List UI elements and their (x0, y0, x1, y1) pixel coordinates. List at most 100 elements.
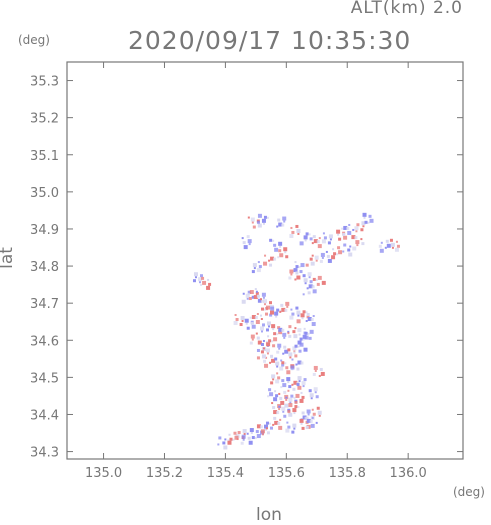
echo-cell (292, 387, 296, 391)
y-tick-label: 34.4 (30, 408, 59, 423)
echo-cell (343, 225, 348, 230)
echo-cell (271, 402, 274, 405)
echo-cell (274, 357, 278, 361)
echo-cell (348, 252, 353, 257)
echo-cell (310, 423, 315, 428)
echo-cell (260, 350, 264, 354)
echo-cell (305, 232, 309, 236)
echo-cell (262, 296, 265, 299)
echo-cell (265, 428, 267, 431)
echo-cell (293, 350, 296, 353)
echo-cell (239, 323, 243, 327)
echo-cell (296, 367, 300, 371)
datetime-title: 2020/09/17 10:35:30 (128, 26, 412, 55)
echo-cell (308, 336, 312, 340)
echo-cell (368, 214, 372, 218)
echo-cell (299, 270, 303, 274)
echo-cell (257, 223, 262, 228)
echo-cell (313, 239, 318, 244)
echo-cell (268, 259, 271, 262)
echo-cell (298, 266, 301, 269)
echo-cell (240, 441, 244, 445)
echo-cell (310, 261, 315, 266)
echo-cell (250, 334, 255, 339)
echo-cell (313, 365, 318, 370)
y-tick-label: 34.5 (30, 371, 59, 386)
echo-cell (287, 348, 291, 352)
echo-cell (265, 356, 268, 359)
echo-cell (300, 422, 303, 425)
echo-cell (276, 333, 279, 336)
echo-cell (247, 290, 251, 294)
echo-cell (255, 332, 258, 335)
echo-cell (293, 334, 298, 339)
echo-cell (291, 358, 294, 361)
echo-cell (297, 232, 300, 235)
echo-cell (270, 354, 274, 358)
echo-cell (247, 216, 250, 219)
axis-ticks: 135.0 135.2 135.4 135.6 135.8 136.0 34.3 34.4 34… (30, 62, 463, 481)
echo-cell (291, 430, 295, 434)
echo-cell (347, 248, 351, 252)
echo-cell (289, 315, 294, 320)
echo-cell (354, 236, 358, 240)
echo-cell (277, 218, 281, 222)
echo-cell (378, 244, 382, 248)
echo-cell (278, 330, 283, 335)
echo-cell (256, 434, 261, 439)
echo-cell (285, 301, 290, 306)
echo-cell (281, 223, 285, 227)
echo-cell (298, 333, 301, 336)
echo-cell (338, 237, 342, 241)
echo-cell (268, 388, 272, 392)
echo-cell (224, 438, 227, 441)
echo-cell (272, 344, 276, 348)
echo-cell (296, 310, 301, 315)
echo-cell (252, 263, 257, 268)
echo-cell (317, 244, 322, 249)
echo-cell (257, 340, 262, 345)
echo-cell (386, 243, 391, 248)
echo-cell (305, 425, 309, 429)
echo-cell (288, 385, 292, 389)
echo-cell (284, 308, 288, 312)
echo-cell (297, 360, 302, 365)
echo-cell (352, 228, 355, 231)
echo-cell (269, 301, 272, 305)
echo-cell (293, 412, 296, 415)
echo-cell (290, 394, 294, 398)
echo-cell (264, 254, 267, 257)
echo-cell (336, 253, 339, 256)
echo-cell (309, 393, 314, 398)
echo-cell (251, 270, 255, 274)
echo-cell (294, 327, 297, 330)
echo-cell (379, 248, 384, 253)
echo-cell (320, 252, 325, 257)
echo-cell (303, 378, 307, 382)
echo-cell (306, 418, 311, 423)
echo-cell (248, 297, 252, 301)
echo-cell (299, 337, 303, 341)
y-tick-label: 34.8 (30, 260, 59, 275)
echo-cell (232, 438, 235, 441)
echo-cell (276, 350, 280, 354)
altitude-label: ALT(km) 2.0 (350, 0, 463, 18)
echo-cell (308, 276, 311, 279)
echo-cell (243, 433, 246, 436)
echo-cell (362, 225, 365, 228)
echo-cell (282, 216, 287, 221)
echo-cell (277, 421, 281, 425)
echo-cell (305, 416, 309, 420)
echo-cell (202, 280, 207, 285)
echo-cell (260, 342, 264, 346)
echo-cell (201, 276, 205, 280)
echo-cell (318, 374, 321, 377)
echo-cell (288, 325, 292, 329)
echo-cell (273, 397, 278, 402)
echo-cell (241, 434, 246, 439)
echo-cell (311, 242, 314, 245)
echo-cell (266, 328, 269, 332)
echo-cell (277, 376, 281, 380)
echo-cell (287, 381, 290, 384)
echo-cell (274, 390, 277, 393)
